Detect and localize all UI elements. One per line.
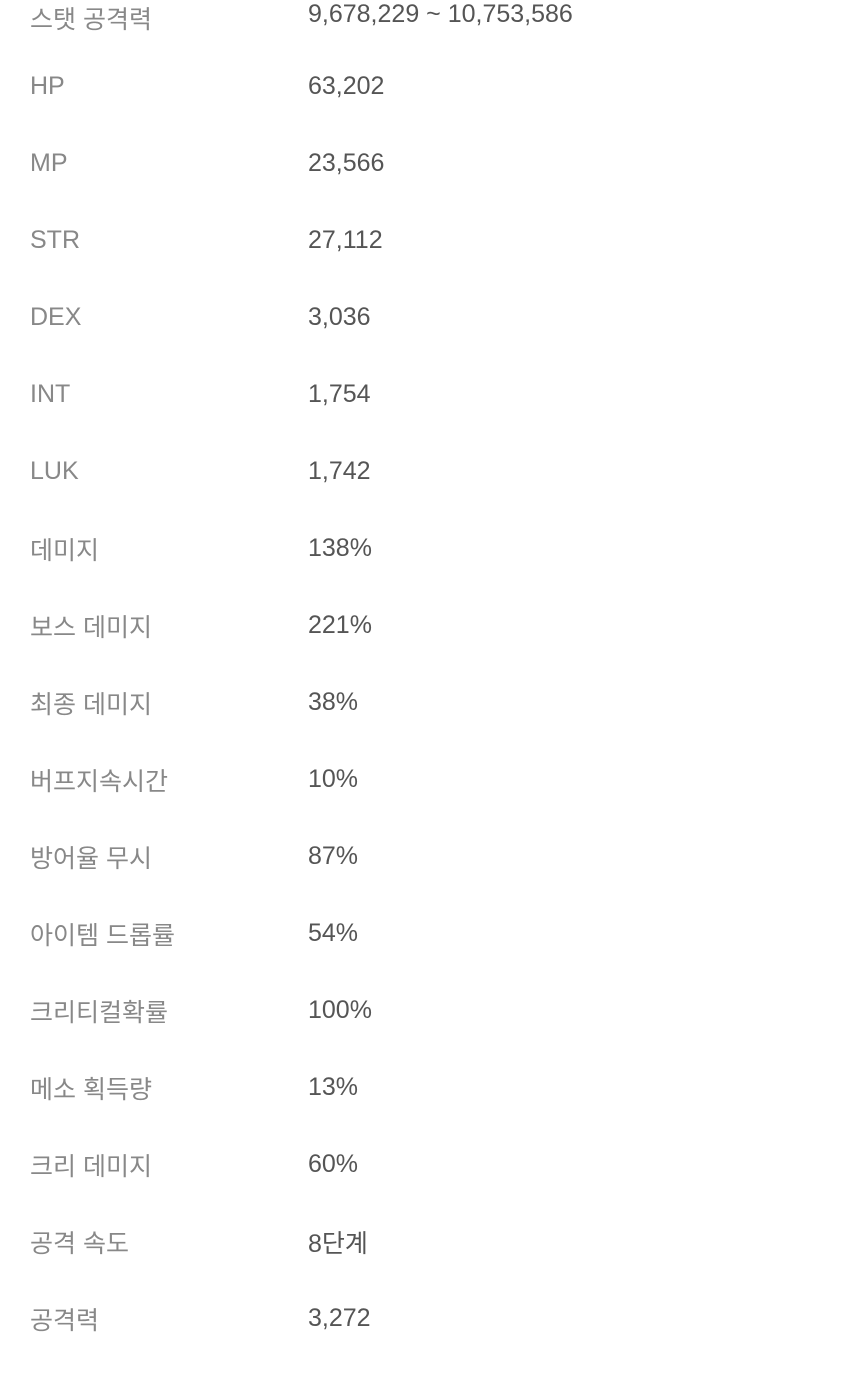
stat-value: 87% bbox=[308, 842, 358, 871]
stat-value: 1,742 bbox=[308, 457, 371, 486]
stat-row-hp: HP 63,202 bbox=[30, 48, 820, 125]
stat-label: 스탯 공격력 bbox=[30, 0, 308, 36]
stat-value: 9,678,229 ~ 10,753,586 bbox=[308, 0, 573, 29]
stat-value: 23,566 bbox=[308, 149, 384, 178]
stat-row-final-damage: 최종 데미지 38% bbox=[30, 664, 820, 741]
stat-row-ignore-defense: 방어율 무시 87% bbox=[30, 818, 820, 895]
stat-label: HP bbox=[30, 72, 308, 101]
stat-label: 공격력 bbox=[30, 1301, 308, 1337]
stat-value: 221% bbox=[308, 611, 372, 640]
stat-label: 공격 속도 bbox=[30, 1224, 308, 1260]
stat-value: 3,036 bbox=[308, 303, 371, 332]
stat-value: 38% bbox=[308, 688, 358, 717]
stat-value: 138% bbox=[308, 534, 372, 563]
stat-value: 8단계 bbox=[308, 1224, 368, 1260]
stat-row-damage: 데미지 138% bbox=[30, 510, 820, 587]
stat-label: 메소 획득량 bbox=[30, 1070, 308, 1106]
stat-value: 13% bbox=[308, 1073, 358, 1102]
stat-label: DEX bbox=[30, 303, 308, 332]
stat-row-dex: DEX 3,036 bbox=[30, 279, 820, 356]
stat-row-attack-speed: 공격 속도 8단계 bbox=[30, 1203, 820, 1280]
stat-label: 보스 데미지 bbox=[30, 608, 308, 644]
stat-row-critical-rate: 크리티컬확률 100% bbox=[30, 972, 820, 1049]
stat-row-int: INT 1,754 bbox=[30, 356, 820, 433]
stat-value: 10% bbox=[308, 765, 358, 794]
stat-label: MP bbox=[30, 149, 308, 178]
stat-label: 크리 데미지 bbox=[30, 1147, 308, 1183]
stat-row-critical-damage: 크리 데미지 60% bbox=[30, 1126, 820, 1203]
stat-row-boss-damage: 보스 데미지 221% bbox=[30, 587, 820, 664]
stat-value: 3,272 bbox=[308, 1304, 371, 1333]
stat-value: 100% bbox=[308, 996, 372, 1025]
stat-row-luk: LUK 1,742 bbox=[30, 433, 820, 510]
stat-row-buff-duration: 버프지속시간 10% bbox=[30, 741, 820, 818]
stat-label: 최종 데미지 bbox=[30, 685, 308, 721]
stat-row-item-drop-rate: 아이템 드롭률 54% bbox=[30, 895, 820, 972]
stat-label: 크리티컬확률 bbox=[30, 993, 308, 1029]
stat-row-meso-rate: 메소 획득량 13% bbox=[30, 1049, 820, 1126]
stat-value: 63,202 bbox=[308, 72, 384, 101]
stat-label: INT bbox=[30, 380, 308, 409]
stat-label: LUK bbox=[30, 457, 308, 486]
stat-row-str: STR 27,112 bbox=[30, 202, 820, 279]
stat-label: 방어율 무시 bbox=[30, 839, 308, 875]
stat-value: 1,754 bbox=[308, 380, 371, 409]
stat-label: 데미지 bbox=[30, 531, 308, 567]
stat-row-mp: MP 23,566 bbox=[30, 125, 820, 202]
stat-label: STR bbox=[30, 226, 308, 255]
stat-label: 버프지속시간 bbox=[30, 762, 308, 798]
stat-value: 60% bbox=[308, 1150, 358, 1179]
stat-value: 54% bbox=[308, 919, 358, 948]
stats-container: 스탯 공격력 9,678,229 ~ 10,753,586 HP 63,202 … bbox=[0, 0, 850, 1357]
stat-label: 아이템 드롭률 bbox=[30, 916, 308, 952]
stat-row-attack: 공격력 3,272 bbox=[30, 1280, 820, 1357]
stat-row-attack-power: 스탯 공격력 9,678,229 ~ 10,753,586 bbox=[30, 0, 820, 48]
stat-value: 27,112 bbox=[308, 226, 383, 255]
